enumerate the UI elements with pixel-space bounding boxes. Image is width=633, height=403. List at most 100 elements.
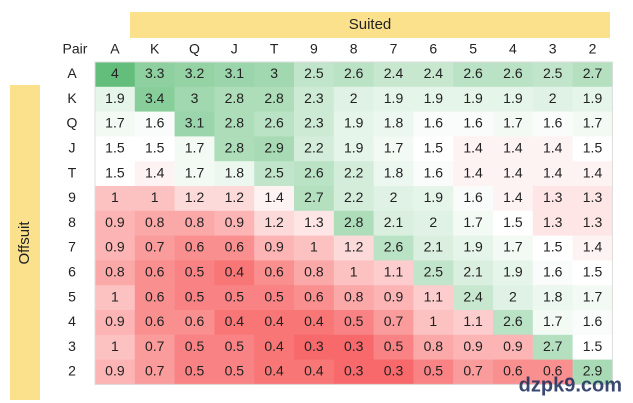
cell [532,235,574,261]
cell [493,334,534,361]
cell [214,161,255,187]
cell-value: 1 [111,288,119,304]
cell-value: 1.7 [543,313,563,329]
suited-banner [130,12,610,38]
cell [134,136,176,162]
cell-value: 1.5 [583,338,603,354]
cell-value: 2.6 [304,164,324,180]
cell-value: 4 [111,65,119,81]
cell [294,161,335,187]
cell-value: 1.9 [463,239,483,255]
cell-value: 0.7 [384,313,404,329]
cell [572,260,613,286]
cell-value: 1.5 [424,140,444,156]
cell [373,136,414,162]
cell [294,285,335,311]
cell-value: 1.7 [583,288,603,304]
cell [214,310,255,336]
cell-value: 3.1 [225,65,245,81]
cell [333,260,375,286]
cell-value: 0.6 [145,288,165,304]
cell [95,235,136,261]
cell-value: 2.1 [424,239,444,255]
cell [413,136,454,162]
cell [572,210,613,237]
cell [453,260,494,286]
cell-value: 0.3 [384,363,404,379]
cell-value: 0.5 [225,338,245,354]
cell [134,161,176,187]
cell-value: 1.1 [384,264,404,280]
cell [413,285,454,311]
cell-value: 0.8 [105,264,125,280]
cell-value: 2.6 [503,65,523,81]
cell [254,310,295,336]
cell-value: 2.8 [344,214,364,230]
cell [333,86,375,113]
cell [453,235,494,261]
cell [333,359,375,385]
cell-value: 0.4 [304,313,324,329]
cell [572,235,613,261]
cell [333,285,375,311]
cell-value: 2.7 [583,65,603,81]
cell-value: 1.9 [503,90,523,106]
cell [214,86,255,113]
cell [214,359,255,385]
cell [214,285,255,311]
cell-value: 1.6 [583,313,603,329]
cell [254,111,295,137]
cell-value: 1.9 [344,115,364,131]
column-label: 7 [390,41,398,57]
cell [214,334,255,361]
cell-value: 1.7 [503,115,523,131]
cell-value: 1.5 [543,239,563,255]
watermark: dzpk9.com [519,374,622,396]
cell-value: 0.7 [463,363,483,379]
cell-value: 0.5 [225,363,245,379]
cell [333,62,375,88]
row-label: J [69,140,76,156]
cell [214,62,255,88]
cell [413,210,454,237]
cell [532,136,574,162]
cell-value: 1.1 [424,288,444,304]
cell-value: 0.6 [145,313,165,329]
cell [214,136,255,162]
cell-value: 0.9 [105,363,125,379]
cell [373,334,414,361]
cell-value: 2.5 [424,264,444,280]
cell [134,235,176,261]
cell [174,334,215,361]
row-label: 3 [68,338,76,354]
cell-value: 1.4 [463,164,483,180]
cell [453,359,494,385]
cell-value: 2.8 [225,90,245,106]
cell [134,210,176,237]
column-label: J [231,41,238,57]
cell-value: 1.9 [503,264,523,280]
cell-value: 0.7 [145,338,165,354]
cell-value: 2 [390,189,398,205]
cell [214,235,255,261]
column-label: 8 [350,41,358,57]
cell [373,161,414,187]
cell-value: 0.4 [264,363,284,379]
cell [95,334,136,361]
cell-value: 2.9 [583,363,603,379]
cell-value: 1.4 [264,189,284,205]
cell [572,285,613,311]
cell [294,210,335,237]
cell [214,186,255,212]
cell-value: 0.9 [225,214,245,230]
cell-value: 1.2 [225,189,245,205]
cell-value: 1.9 [344,140,364,156]
cell-value: 0.8 [424,338,444,354]
cell [453,310,494,336]
cell [174,186,215,212]
cell [493,136,534,162]
cell [572,136,613,162]
cell-value: 0.3 [344,338,364,354]
cell [254,136,295,162]
cell [95,359,136,385]
